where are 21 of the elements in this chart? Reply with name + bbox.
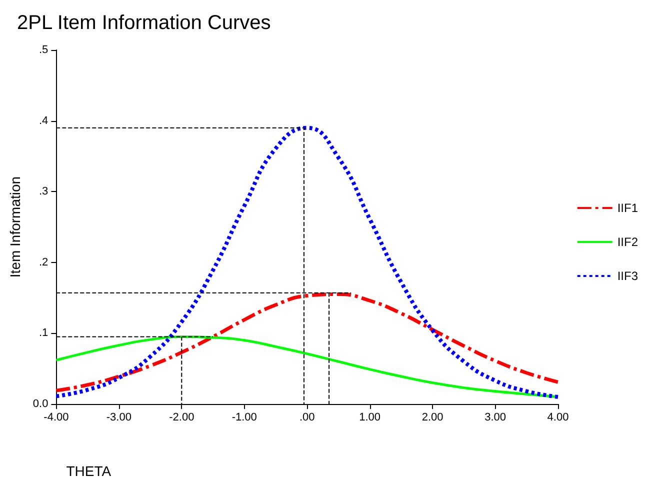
y-tick-label: .3 (39, 186, 48, 198)
y-tick-label: .5 (39, 44, 48, 56)
x-tick-label: -2.00 (169, 412, 194, 424)
y-tick-label: .2 (39, 256, 48, 268)
x-tick-label: -3.00 (106, 412, 132, 424)
x-tick-label: .00 (299, 412, 315, 424)
x-tick-label: -1.00 (232, 412, 257, 424)
legend-label: IIF3 (617, 269, 638, 283)
y-axis-title: Item Information (7, 176, 23, 278)
x-tick-label: 4.00 (547, 412, 569, 424)
chart-title: 2PL Item Information Curves (17, 12, 271, 34)
x-tick-label: 3.00 (484, 412, 506, 424)
y-tick-label: .1 (39, 327, 48, 340)
y-tick-label: .4 (39, 114, 48, 127)
x-tick-label: -4.00 (44, 412, 69, 424)
x-axis-title: THETA (66, 463, 112, 479)
legend-label: IIF2 (617, 235, 638, 249)
legend-label: IIF1 (617, 201, 638, 215)
x-tick-label: 1.00 (359, 412, 381, 424)
x-tick-label: 2.00 (422, 412, 444, 424)
y-tick-label: 0.0 (32, 398, 48, 410)
